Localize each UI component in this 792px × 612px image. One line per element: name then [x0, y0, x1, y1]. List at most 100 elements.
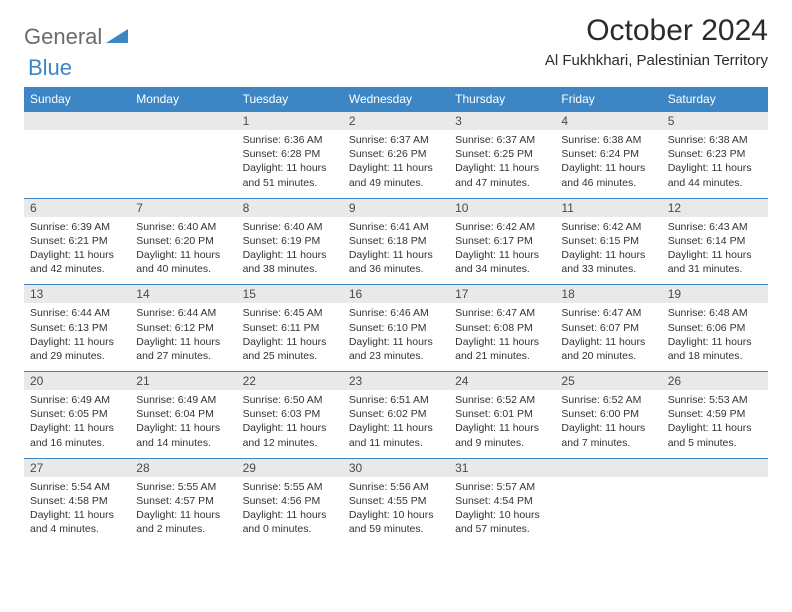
calendar-cell: 5Sunrise: 6:38 AMSunset: 6:23 PMDaylight… [662, 111, 768, 198]
day-number: 10 [449, 198, 555, 217]
sunset-text: Sunset: 6:26 PM [349, 147, 443, 161]
calendar-cell: 3Sunrise: 6:37 AMSunset: 6:25 PMDaylight… [449, 111, 555, 198]
day-body [555, 477, 661, 535]
calendar-cell: 28Sunrise: 5:55 AMSunset: 4:57 PMDayligh… [130, 458, 236, 545]
daylight-text-2: and 2 minutes. [136, 522, 230, 536]
sunset-text: Sunset: 6:14 PM [668, 234, 762, 248]
sunrise-text: Sunrise: 6:44 AM [30, 306, 124, 320]
daylight-text-1: Daylight: 11 hours [668, 421, 762, 435]
calendar-row: 13Sunrise: 6:44 AMSunset: 6:13 PMDayligh… [24, 284, 768, 371]
day-number: 16 [343, 284, 449, 303]
logo-blue: Blue [28, 55, 72, 80]
day-body [130, 130, 236, 188]
day-number: 6 [24, 198, 130, 217]
sunrise-text: Sunrise: 6:37 AM [349, 133, 443, 147]
calendar-cell: 19Sunrise: 6:48 AMSunset: 6:06 PMDayligh… [662, 284, 768, 371]
day-body: Sunrise: 6:46 AMSunset: 6:10 PMDaylight:… [343, 303, 449, 371]
sunset-text: Sunset: 4:58 PM [30, 494, 124, 508]
calendar-cell [24, 111, 130, 198]
day-number: 19 [662, 284, 768, 303]
calendar-cell [662, 458, 768, 545]
sunset-text: Sunset: 6:15 PM [561, 234, 655, 248]
daylight-text-2: and 46 minutes. [561, 176, 655, 190]
daylight-text-1: Daylight: 11 hours [561, 248, 655, 262]
sunrise-text: Sunrise: 6:48 AM [668, 306, 762, 320]
day-number: 25 [555, 371, 661, 390]
daylight-text-2: and 33 minutes. [561, 262, 655, 276]
daylight-text-2: and 44 minutes. [668, 176, 762, 190]
daylight-text-1: Daylight: 11 hours [561, 421, 655, 435]
logo-triangle-icon [106, 27, 128, 48]
day-body [662, 477, 768, 535]
sunrise-text: Sunrise: 6:52 AM [561, 393, 655, 407]
daylight-text-1: Daylight: 11 hours [243, 248, 337, 262]
daylight-text-2: and 16 minutes. [30, 436, 124, 450]
title-block: October 2024 Al Fukhkhari, Palestinian T… [545, 14, 768, 69]
calendar-row: 6Sunrise: 6:39 AMSunset: 6:21 PMDaylight… [24, 198, 768, 285]
location: Al Fukhkhari, Palestinian Territory [545, 52, 768, 69]
sunset-text: Sunset: 6:04 PM [136, 407, 230, 421]
calendar-cell: 24Sunrise: 6:52 AMSunset: 6:01 PMDayligh… [449, 371, 555, 458]
sunset-text: Sunset: 6:08 PM [455, 321, 549, 335]
daylight-text-2: and 40 minutes. [136, 262, 230, 276]
daylight-text-2: and 18 minutes. [668, 349, 762, 363]
sunrise-text: Sunrise: 6:40 AM [136, 220, 230, 234]
day-body: Sunrise: 6:50 AMSunset: 6:03 PMDaylight:… [237, 390, 343, 458]
sunrise-text: Sunrise: 6:49 AM [136, 393, 230, 407]
day-number: 28 [130, 458, 236, 477]
daylight-text-1: Daylight: 11 hours [136, 508, 230, 522]
daylight-text-2: and 5 minutes. [668, 436, 762, 450]
day-body: Sunrise: 6:37 AMSunset: 6:25 PMDaylight:… [449, 130, 555, 198]
sunrise-text: Sunrise: 6:44 AM [136, 306, 230, 320]
sunset-text: Sunset: 6:07 PM [561, 321, 655, 335]
day-number: 30 [343, 458, 449, 477]
calendar-cell: 31Sunrise: 5:57 AMSunset: 4:54 PMDayligh… [449, 458, 555, 545]
day-body: Sunrise: 5:55 AMSunset: 4:57 PMDaylight:… [130, 477, 236, 545]
weekday-header: Thursday [449, 87, 555, 111]
day-number: 24 [449, 371, 555, 390]
sunrise-text: Sunrise: 6:47 AM [561, 306, 655, 320]
calendar-row: 20Sunrise: 6:49 AMSunset: 6:05 PMDayligh… [24, 371, 768, 458]
day-number: 26 [662, 371, 768, 390]
calendar-cell: 27Sunrise: 5:54 AMSunset: 4:58 PMDayligh… [24, 458, 130, 545]
sunset-text: Sunset: 6:03 PM [243, 407, 337, 421]
daylight-text-1: Daylight: 11 hours [349, 335, 443, 349]
day-body: Sunrise: 6:36 AMSunset: 6:28 PMDaylight:… [237, 130, 343, 198]
calendar-cell: 14Sunrise: 6:44 AMSunset: 6:12 PMDayligh… [130, 284, 236, 371]
day-number: 11 [555, 198, 661, 217]
calendar-row: 1Sunrise: 6:36 AMSunset: 6:28 PMDaylight… [24, 111, 768, 198]
sunset-text: Sunset: 4:59 PM [668, 407, 762, 421]
day-body: Sunrise: 6:38 AMSunset: 6:24 PMDaylight:… [555, 130, 661, 198]
daylight-text-1: Daylight: 11 hours [349, 421, 443, 435]
day-number: 12 [662, 198, 768, 217]
daylight-text-1: Daylight: 11 hours [243, 335, 337, 349]
daylight-text-1: Daylight: 11 hours [668, 161, 762, 175]
day-number: 18 [555, 284, 661, 303]
weekday-header: Friday [555, 87, 661, 111]
day-number: 7 [130, 198, 236, 217]
calendar-cell: 21Sunrise: 6:49 AMSunset: 6:04 PMDayligh… [130, 371, 236, 458]
daylight-text-2: and 59 minutes. [349, 522, 443, 536]
sunrise-text: Sunrise: 6:41 AM [349, 220, 443, 234]
calendar-cell: 26Sunrise: 5:53 AMSunset: 4:59 PMDayligh… [662, 371, 768, 458]
day-number: 5 [662, 111, 768, 130]
day-number: 29 [237, 458, 343, 477]
calendar-cell: 20Sunrise: 6:49 AMSunset: 6:05 PMDayligh… [24, 371, 130, 458]
weekday-header: Sunday [24, 87, 130, 111]
day-body: Sunrise: 6:40 AMSunset: 6:19 PMDaylight:… [237, 217, 343, 285]
daylight-text-2: and 42 minutes. [30, 262, 124, 276]
weekday-header: Wednesday [343, 87, 449, 111]
daylight-text-1: Daylight: 10 hours [349, 508, 443, 522]
weekday-header-row: SundayMondayTuesdayWednesdayThursdayFrid… [24, 87, 768, 111]
daylight-text-2: and 31 minutes. [668, 262, 762, 276]
day-number: 1 [237, 111, 343, 130]
sunrise-text: Sunrise: 6:39 AM [30, 220, 124, 234]
daylight-text-1: Daylight: 11 hours [455, 248, 549, 262]
day-number: 21 [130, 371, 236, 390]
day-number: 14 [130, 284, 236, 303]
day-number: 15 [237, 284, 343, 303]
daylight-text-2: and 49 minutes. [349, 176, 443, 190]
day-body: Sunrise: 6:42 AMSunset: 6:17 PMDaylight:… [449, 217, 555, 285]
sunrise-text: Sunrise: 6:43 AM [668, 220, 762, 234]
sunset-text: Sunset: 6:12 PM [136, 321, 230, 335]
